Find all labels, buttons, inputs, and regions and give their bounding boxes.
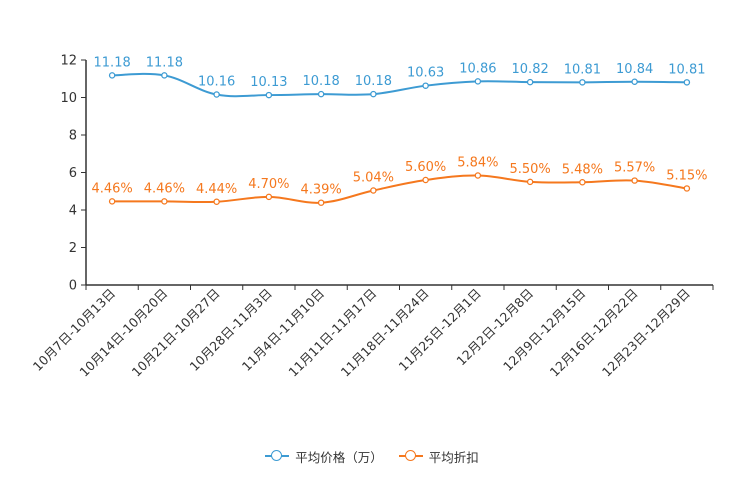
y-tick-label: 2 xyxy=(69,241,77,256)
price-data-label: 10.81 xyxy=(668,62,705,77)
price-data-label: 10.86 xyxy=(459,61,496,76)
discount-data-label: 5.04% xyxy=(353,171,394,186)
discount-data-label: 4.46% xyxy=(91,181,132,196)
legend-label-discount: 平均折扣 xyxy=(428,449,479,465)
y-tick-label: 6 xyxy=(69,166,77,181)
legend-price-dot xyxy=(271,450,283,461)
discount-point[interactable] xyxy=(526,178,534,186)
x-tick-label: 10月14日-10月20日 xyxy=(76,286,170,380)
price-point[interactable] xyxy=(474,78,482,85)
y-tick-label: 0 xyxy=(69,279,77,294)
discount-data-label: 4.44% xyxy=(196,182,237,197)
price-point[interactable] xyxy=(422,82,429,89)
discount-point[interactable] xyxy=(317,199,325,206)
discount-point[interactable] xyxy=(161,198,168,205)
discount-data-label: 5.60% xyxy=(405,160,446,175)
discount-data-label: 5.57% xyxy=(614,161,655,176)
discount-point[interactable] xyxy=(108,198,116,205)
discount-data-label: 4.70% xyxy=(248,177,289,192)
price-point[interactable] xyxy=(161,72,168,79)
discount-data-label: 5.48% xyxy=(562,162,603,177)
discount-point[interactable] xyxy=(579,178,586,186)
x-tick-label: 11月18日-11月24日 xyxy=(338,286,432,380)
discount-point[interactable] xyxy=(474,172,482,179)
discount-point[interactable] xyxy=(265,193,273,201)
discount-data-label: 4.39% xyxy=(300,183,341,198)
legend-item-discount[interactable]: 平均折扣 xyxy=(398,447,479,466)
price-data-label: 10.16 xyxy=(198,75,235,90)
discount-data-label: 5.15% xyxy=(666,168,707,183)
legend-label-price: 平均价格（万） xyxy=(295,449,383,465)
price-data-label: 10.81 xyxy=(564,62,601,77)
discount-line xyxy=(112,174,688,204)
discount-point[interactable] xyxy=(631,177,638,184)
discount-point[interactable] xyxy=(683,185,691,192)
line-chart: 02468101210月7日-10月13日10月14日-10月20日10月21日… xyxy=(30,54,714,380)
discount-point[interactable] xyxy=(370,187,377,194)
price-data-label: 10.82 xyxy=(512,62,549,77)
legend-discount-dot xyxy=(404,450,416,461)
discount-data-label: 4.46% xyxy=(144,181,185,196)
legend-item-price[interactable]: 平均价格（万） xyxy=(265,447,383,466)
price-point[interactable] xyxy=(526,78,534,86)
price-data-label: 11.18 xyxy=(146,55,183,70)
price-point[interactable] xyxy=(108,72,116,79)
price-data-label: 10.18 xyxy=(355,74,392,89)
discount-data-label: 5.50% xyxy=(509,162,550,177)
y-tick-label: 4 xyxy=(69,204,77,219)
discount-data-label: 5.84% xyxy=(457,156,498,171)
x-tick-label: 11月11日-11月17日 xyxy=(285,286,379,380)
legend-line-marker-icon xyxy=(265,450,290,462)
price-point[interactable] xyxy=(265,91,273,99)
price-data-label: 10.13 xyxy=(250,75,287,90)
discount-point[interactable] xyxy=(213,198,220,205)
price-point[interactable] xyxy=(317,90,325,98)
x-tick-label: 12月23日-12月29日 xyxy=(599,286,693,380)
price-point[interactable] xyxy=(213,91,220,98)
legend: 平均价格（万） 平均折扣 xyxy=(0,446,744,466)
price-data-label: 10.84 xyxy=(616,62,653,77)
y-tick-label: 10 xyxy=(60,91,77,106)
legend-line-marker-icon xyxy=(398,450,423,462)
y-tick-label: 8 xyxy=(69,129,77,144)
price-point[interactable] xyxy=(579,79,586,86)
price-point[interactable] xyxy=(631,78,638,86)
price-data-label: 10.18 xyxy=(303,74,340,89)
price-point[interactable] xyxy=(370,90,377,98)
price-line xyxy=(112,72,687,98)
x-tick-label: 12月16日-12月22日 xyxy=(547,286,641,380)
y-tick-label: 12 xyxy=(60,54,77,69)
x-tick-label: 10月21日-10月27日 xyxy=(129,286,223,380)
discount-point[interactable] xyxy=(422,176,429,184)
price-data-label: 10.63 xyxy=(407,66,444,81)
price-data-label: 11.18 xyxy=(94,55,131,70)
price-point[interactable] xyxy=(683,79,691,86)
